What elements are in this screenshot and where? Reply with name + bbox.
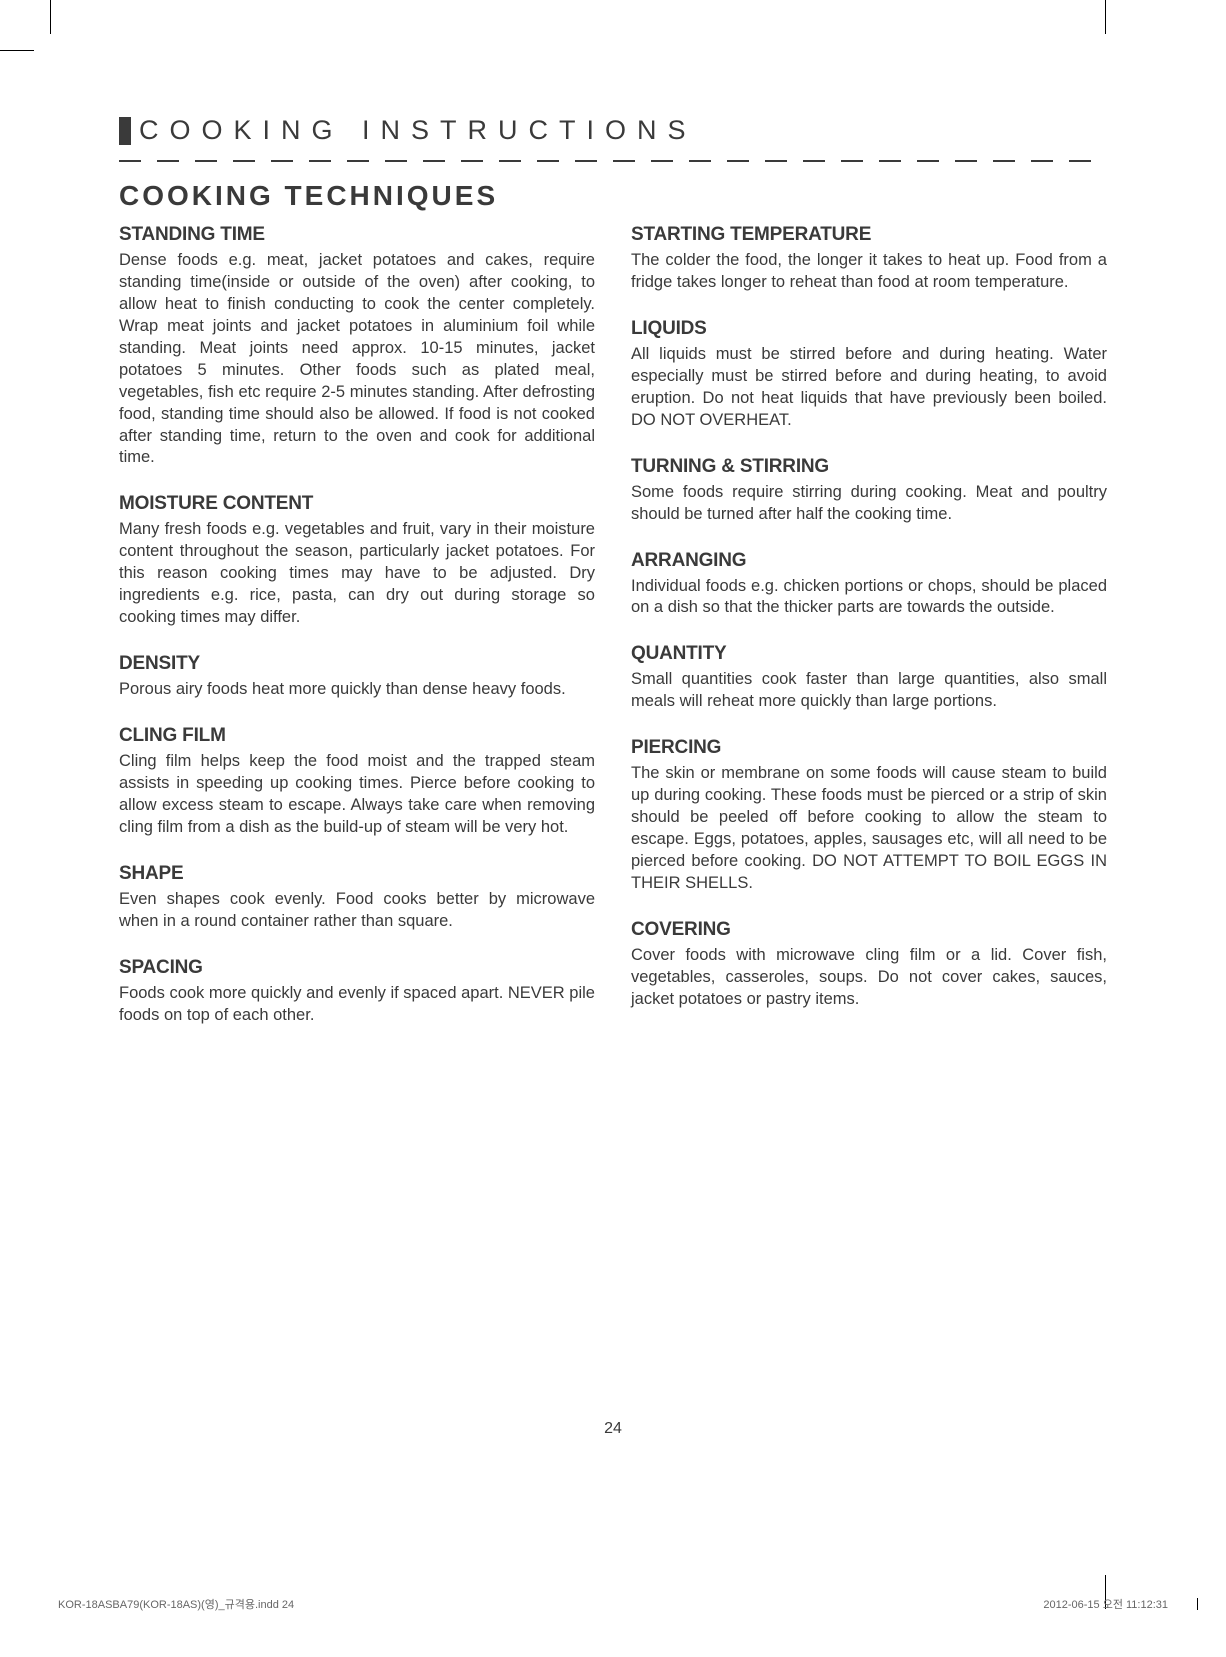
- page-number: 24: [0, 1420, 1226, 1438]
- chapter-title: COOKING INSTRUCTIONS: [139, 115, 697, 146]
- topic-body: Cover foods with microwave cling film or…: [631, 945, 1107, 1011]
- topic-spacing: SPACING Foods cook more quickly and even…: [119, 957, 595, 1027]
- topic-piercing: PIERCING The skin or membrane on some fo…: [631, 737, 1107, 895]
- topic-heading: DENSITY: [119, 653, 595, 675]
- topic-shape: SHAPE Even shapes cook evenly. Food cook…: [119, 863, 595, 933]
- footer-timestamp: 2012-06-15 오전 11:12:31: [1043, 1596, 1168, 1612]
- topic-standing-time: STANDING TIME Dense foods e.g. meat, jac…: [119, 224, 595, 469]
- crop-center-mark: [1197, 1598, 1198, 1610]
- topic-heading: TURNING & STIRRING: [631, 456, 1107, 478]
- topic-heading: STARTING TEMPERATURE: [631, 224, 1107, 246]
- topic-body: Some foods require stirring during cooki…: [631, 482, 1107, 526]
- topic-moisture-content: MOISTURE CONTENT Many fresh foods e.g. v…: [119, 493, 595, 629]
- topic-heading: PIERCING: [631, 737, 1107, 759]
- topic-body: Even shapes cook evenly. Food cooks bett…: [119, 889, 595, 933]
- topic-covering: COVERING Cover foods with microwave clin…: [631, 919, 1107, 1011]
- topic-heading: QUANTITY: [631, 643, 1107, 665]
- crop-mark: [50, 0, 51, 34]
- topic-cling-film: CLING FILM Cling film helps keep the foo…: [119, 725, 595, 839]
- topic-heading: MOISTURE CONTENT: [119, 493, 595, 515]
- topic-body: Porous airy foods heat more quickly than…: [119, 679, 595, 701]
- topic-body: Cling film helps keep the food moist and…: [119, 751, 595, 839]
- topic-body: All liquids must be stirred before and d…: [631, 344, 1107, 432]
- topic-body: Individual foods e.g. chicken portions o…: [631, 576, 1107, 620]
- chapter-header: COOKING INSTRUCTIONS: [119, 115, 1107, 146]
- topic-arranging: ARRANGING Individual foods e.g. chicken …: [631, 550, 1107, 620]
- topic-heading: SHAPE: [119, 863, 595, 885]
- topic-body: Dense foods e.g. meat, jacket potatoes a…: [119, 250, 595, 469]
- topic-density: DENSITY Porous airy foods heat more quic…: [119, 653, 595, 701]
- topic-heading: ARRANGING: [631, 550, 1107, 572]
- crop-mark: [0, 50, 34, 51]
- topic-heading: COVERING: [631, 919, 1107, 941]
- topic-heading: CLING FILM: [119, 725, 595, 747]
- section-title: COOKING TECHNIQUES: [119, 180, 1107, 212]
- topic-heading: SPACING: [119, 957, 595, 979]
- topic-body: Many fresh foods e.g. vegetables and fru…: [119, 519, 595, 629]
- left-column: STANDING TIME Dense foods e.g. meat, jac…: [119, 224, 595, 1051]
- footer-filename: KOR-18ASBA79(KOR-18AS)(영)_규격용.indd 24: [58, 1596, 294, 1612]
- topic-heading: LIQUIDS: [631, 318, 1107, 340]
- topic-body: Foods cook more quickly and evenly if sp…: [119, 983, 595, 1027]
- chapter-accent-bar: [119, 117, 131, 145]
- topic-body: The skin or membrane on some foods will …: [631, 763, 1107, 895]
- topic-quantity: QUANTITY Small quantities cook faster th…: [631, 643, 1107, 713]
- dashed-divider: [119, 160, 1107, 162]
- topic-heading: STANDING TIME: [119, 224, 595, 246]
- topic-body: Small quantities cook faster than large …: [631, 669, 1107, 713]
- topic-turning-stirring: TURNING & STIRRING Some foods require st…: [631, 456, 1107, 526]
- two-column-layout: STANDING TIME Dense foods e.g. meat, jac…: [119, 224, 1107, 1051]
- topic-starting-temperature: STARTING TEMPERATURE The colder the food…: [631, 224, 1107, 294]
- topic-liquids: LIQUIDS All liquids must be stirred befo…: [631, 318, 1107, 432]
- topic-body: The colder the food, the longer it takes…: [631, 250, 1107, 294]
- page-content: COOKING INSTRUCTIONS COOKING TECHNIQUES …: [119, 115, 1107, 1051]
- right-column: STARTING TEMPERATURE The colder the food…: [631, 224, 1107, 1051]
- crop-mark: [1105, 0, 1106, 34]
